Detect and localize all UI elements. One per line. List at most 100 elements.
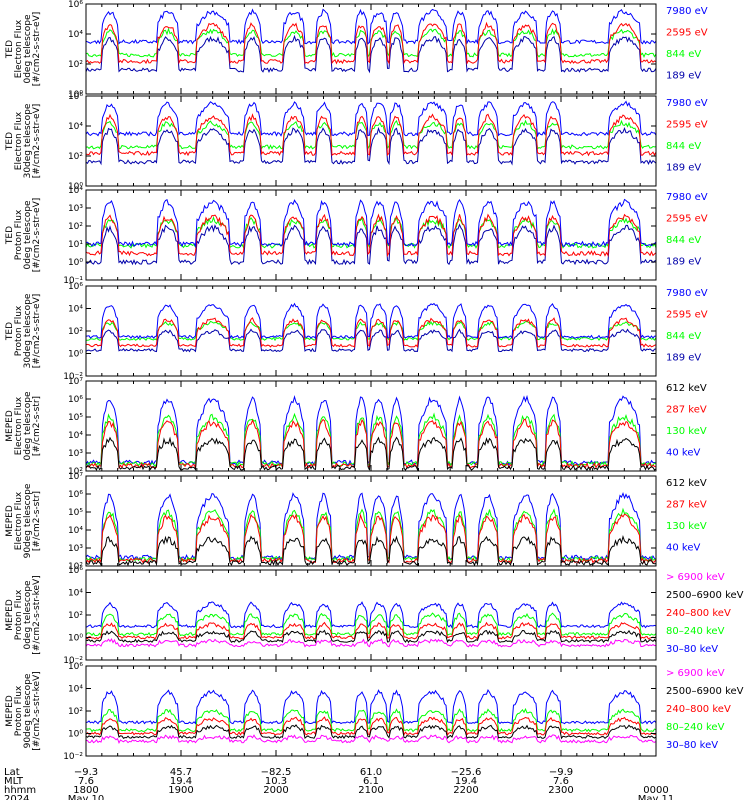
series-line xyxy=(86,8,656,45)
legend-entry: 2500–6900 keV xyxy=(666,686,744,697)
legend-entry: > 6900 keV xyxy=(666,668,725,679)
y-tick-label: 10⁷ xyxy=(68,472,83,482)
series-line xyxy=(86,716,656,737)
y-tick-label: 10⁷ xyxy=(68,377,83,387)
y-axis-label-line: Electron Flux xyxy=(14,111,24,170)
y-tick-label: 10² xyxy=(68,327,83,337)
legend-entry: 7980 eV xyxy=(666,192,708,203)
legend-entry: 7980 eV xyxy=(666,288,708,299)
series-line xyxy=(86,638,656,648)
series-line xyxy=(86,621,656,640)
y-axis-label-line: MEPED xyxy=(5,505,15,537)
axis-lat-value: −9.3 xyxy=(74,767,98,778)
axis-hhmm-value: 0000 xyxy=(643,785,668,796)
y-axis-label-line: [#/cm2-s-str] xyxy=(32,491,42,551)
legend-entry: 189 eV xyxy=(666,256,701,267)
y-tick-label: 10⁶ xyxy=(68,662,83,672)
y-tick-label: 10⁰ xyxy=(68,634,83,644)
y-tick-label: 10⁴ xyxy=(68,30,83,40)
y-axis-label-line: MEPED xyxy=(5,599,15,631)
y-tick-label: 10⁶ xyxy=(68,282,83,292)
legend-entry: 612 keV xyxy=(666,383,707,394)
y-axis-label-line: [#/cm2-s-str-eV] xyxy=(32,12,42,87)
y-tick-label: 10¹ xyxy=(68,240,83,250)
legend-entry: > 6900 keV xyxy=(666,572,725,583)
legend-entry: 2500–6900 keV xyxy=(666,590,744,601)
y-axis-label-line: Electron Flux xyxy=(14,19,24,78)
axis-lat-value: −82.5 xyxy=(261,767,292,778)
y-tick-label: 10² xyxy=(68,562,83,572)
y-axis-label-line: 90deg telescope xyxy=(23,483,33,558)
y-tick-label: 10⁴ xyxy=(68,122,83,132)
y-tick-label: 10² xyxy=(68,611,83,621)
y-tick-label: 10⁰ xyxy=(68,182,83,192)
y-tick-label: 10⁴ xyxy=(68,589,83,599)
y-tick-label: 10⁶ xyxy=(68,92,83,102)
y-axis-label-line: 30deg telescope xyxy=(23,293,33,368)
series-line xyxy=(86,734,656,745)
axis-date-value: May 11 xyxy=(638,794,675,800)
panel-frame xyxy=(85,3,657,95)
legend-entry: 844 eV xyxy=(666,141,701,152)
y-axis-label-line: Electron Flux xyxy=(14,396,24,455)
y-axis-label-line: 0deg telescope xyxy=(23,580,33,650)
axis-row-label-lat: Lat xyxy=(4,767,20,778)
axis-lat-value: −25.6 xyxy=(451,767,482,778)
series-line xyxy=(86,126,656,166)
legend-entry: 2595 eV xyxy=(666,213,708,224)
y-tick-label: 10⁶ xyxy=(68,490,83,500)
y-tick-label: 10⁵ xyxy=(68,508,83,518)
axis-hhmm-value: 1900 xyxy=(168,785,193,796)
legend-entry: 189 eV xyxy=(666,162,701,173)
y-axis-label-line: Proton Flux xyxy=(14,589,24,640)
y-tick-label: 10³ xyxy=(68,204,83,214)
panel-frame xyxy=(85,665,657,757)
y-axis-label-line: 0deg telescope xyxy=(23,391,33,461)
legend-entry: 40 keV xyxy=(666,542,700,553)
axis-hhmm-value: 2100 xyxy=(358,785,383,796)
series-line xyxy=(86,21,656,65)
series-line xyxy=(86,612,656,637)
series-line xyxy=(86,100,656,138)
y-axis-label-line: [#/cm2-s-str-eV] xyxy=(32,104,42,179)
y-tick-label: 10⁴ xyxy=(68,431,83,441)
series-line xyxy=(86,328,656,353)
y-axis-label-line: 90deg telescope xyxy=(23,673,33,748)
series-group xyxy=(86,302,656,353)
legend-entry: 30–80 keV xyxy=(666,644,718,655)
legend-entry: 287 keV xyxy=(666,404,707,415)
y-tick-label: 10⁰ xyxy=(68,258,83,268)
axis-row-label-hhmm: hhmm xyxy=(4,785,36,796)
legend-entry: 844 eV xyxy=(666,331,701,342)
panel-2: TED Electron Flux 30deg telescope [#/cm2-s-… xyxy=(5,92,708,192)
y-tick-label: 10⁰ xyxy=(68,90,83,100)
panel-4: TED Proton Flux 30deg telescope [#/cm2-s-st… xyxy=(5,282,708,382)
series-line xyxy=(86,113,656,157)
series-line xyxy=(86,213,656,258)
panel-7: MEPED Proton Flux 0deg telescope [#/cm2-s-s… xyxy=(5,566,744,666)
legend-entry: 130 keV xyxy=(666,521,707,532)
series-line xyxy=(86,418,656,470)
y-axis-label-line: Proton Flux xyxy=(14,209,24,260)
panel-6: MEPED Electron Flux 90deg telescope [#/cm2-… xyxy=(5,472,707,572)
y-tick-label: 10² xyxy=(68,152,83,162)
y-axis-label-line: Proton Flux xyxy=(14,685,24,736)
legend-entry: 189 eV xyxy=(666,352,701,363)
y-tick-label: 10⁻² xyxy=(63,372,83,382)
legend-entry: 130 keV xyxy=(666,426,707,437)
y-tick-label: 10³ xyxy=(68,449,83,459)
y-axis-label-line: [#/cm2-s-str-keV] xyxy=(32,575,42,654)
y-axis-label-line: [#/cm2-s-str] xyxy=(32,396,42,456)
series-group xyxy=(86,8,656,74)
panel-8: MEPED Proton Flux 90deg telescope [#/cm2-s-… xyxy=(5,662,744,762)
y-axis-label-line: 0deg telescope xyxy=(23,200,33,270)
panel-frame xyxy=(85,95,657,187)
axis-hhmm-value: 1800 xyxy=(73,785,98,796)
y-tick-label: 10³ xyxy=(68,544,83,554)
legend-entry: 612 keV xyxy=(666,478,707,489)
legend-entry: 2595 eV xyxy=(666,119,708,130)
y-tick-label: 10⁻¹ xyxy=(63,276,83,286)
y-tick-label: 10⁶ xyxy=(68,566,83,576)
series-group xyxy=(86,198,656,266)
